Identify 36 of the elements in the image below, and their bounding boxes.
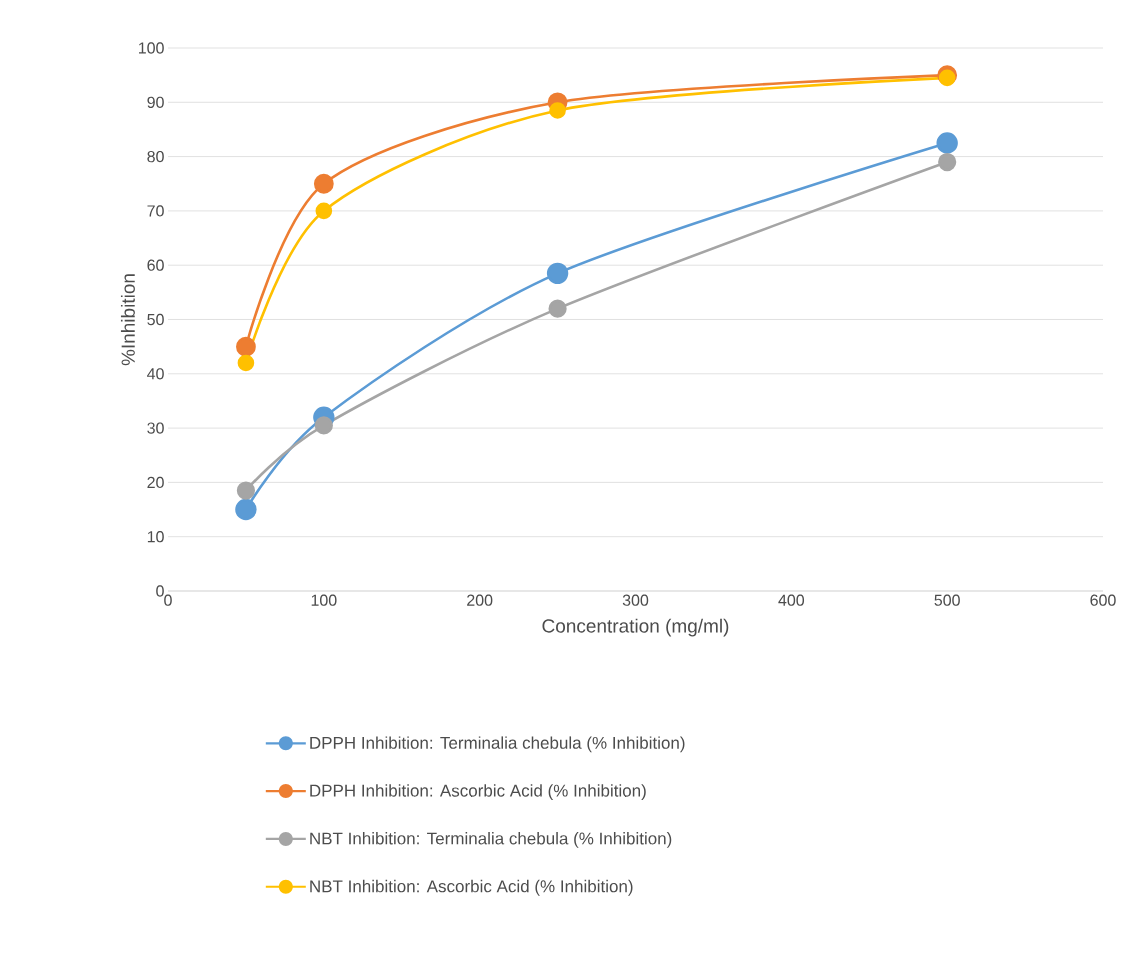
legend-label: DPPH Inhibition: Ascorbic Acid (% Inhibition) <box>310 784 646 801</box>
y-axis-title: %Inhibition <box>120 274 135 366</box>
y-tick-label: 30 <box>147 422 164 434</box>
point <box>936 132 958 154</box>
point <box>314 416 333 435</box>
point <box>236 336 256 357</box>
x-tick-label: 500 <box>934 594 960 606</box>
y-tick-label: 0 <box>156 585 164 597</box>
point <box>235 498 257 521</box>
y-tick-label: 100 <box>139 42 164 54</box>
point <box>549 102 566 119</box>
point <box>315 202 333 220</box>
point <box>938 152 957 172</box>
point <box>237 354 255 372</box>
y-tick-label: 60 <box>147 259 164 271</box>
legend-label: DPPH Inhibition: Terminalia chebula (% Inhibition) <box>310 736 685 753</box>
y-tick-label: 90 <box>147 96 164 108</box>
x-tick-label: 0 <box>164 594 172 606</box>
x-tick-label: 600 <box>1090 594 1116 606</box>
x-tick-label: 100 <box>311 594 337 606</box>
y-tick-label: 10 <box>147 531 164 543</box>
x-tick-label: 300 <box>622 594 649 606</box>
y-tick-label: 50 <box>147 313 164 326</box>
x-axis-title: Concentration (mg/ml) <box>542 618 729 637</box>
x-tick-label: 400 <box>778 594 805 606</box>
legend-label: NBT Inhibition: Terminalia chebula (% Inhibition) <box>310 832 672 848</box>
y-tick-label: 70 <box>147 205 164 217</box>
x-tick-label: 200 <box>467 594 493 606</box>
y-tick-label: 40 <box>147 368 164 380</box>
point <box>313 173 334 194</box>
y-tick-label: 20 <box>147 476 164 489</box>
point <box>548 299 567 318</box>
point <box>546 262 569 285</box>
legend-label: NBT Inhibition: Ascorbic Acid (% Inhibition) <box>310 879 633 896</box>
point <box>236 481 256 500</box>
y-tick-label: 80 <box>147 150 164 163</box>
